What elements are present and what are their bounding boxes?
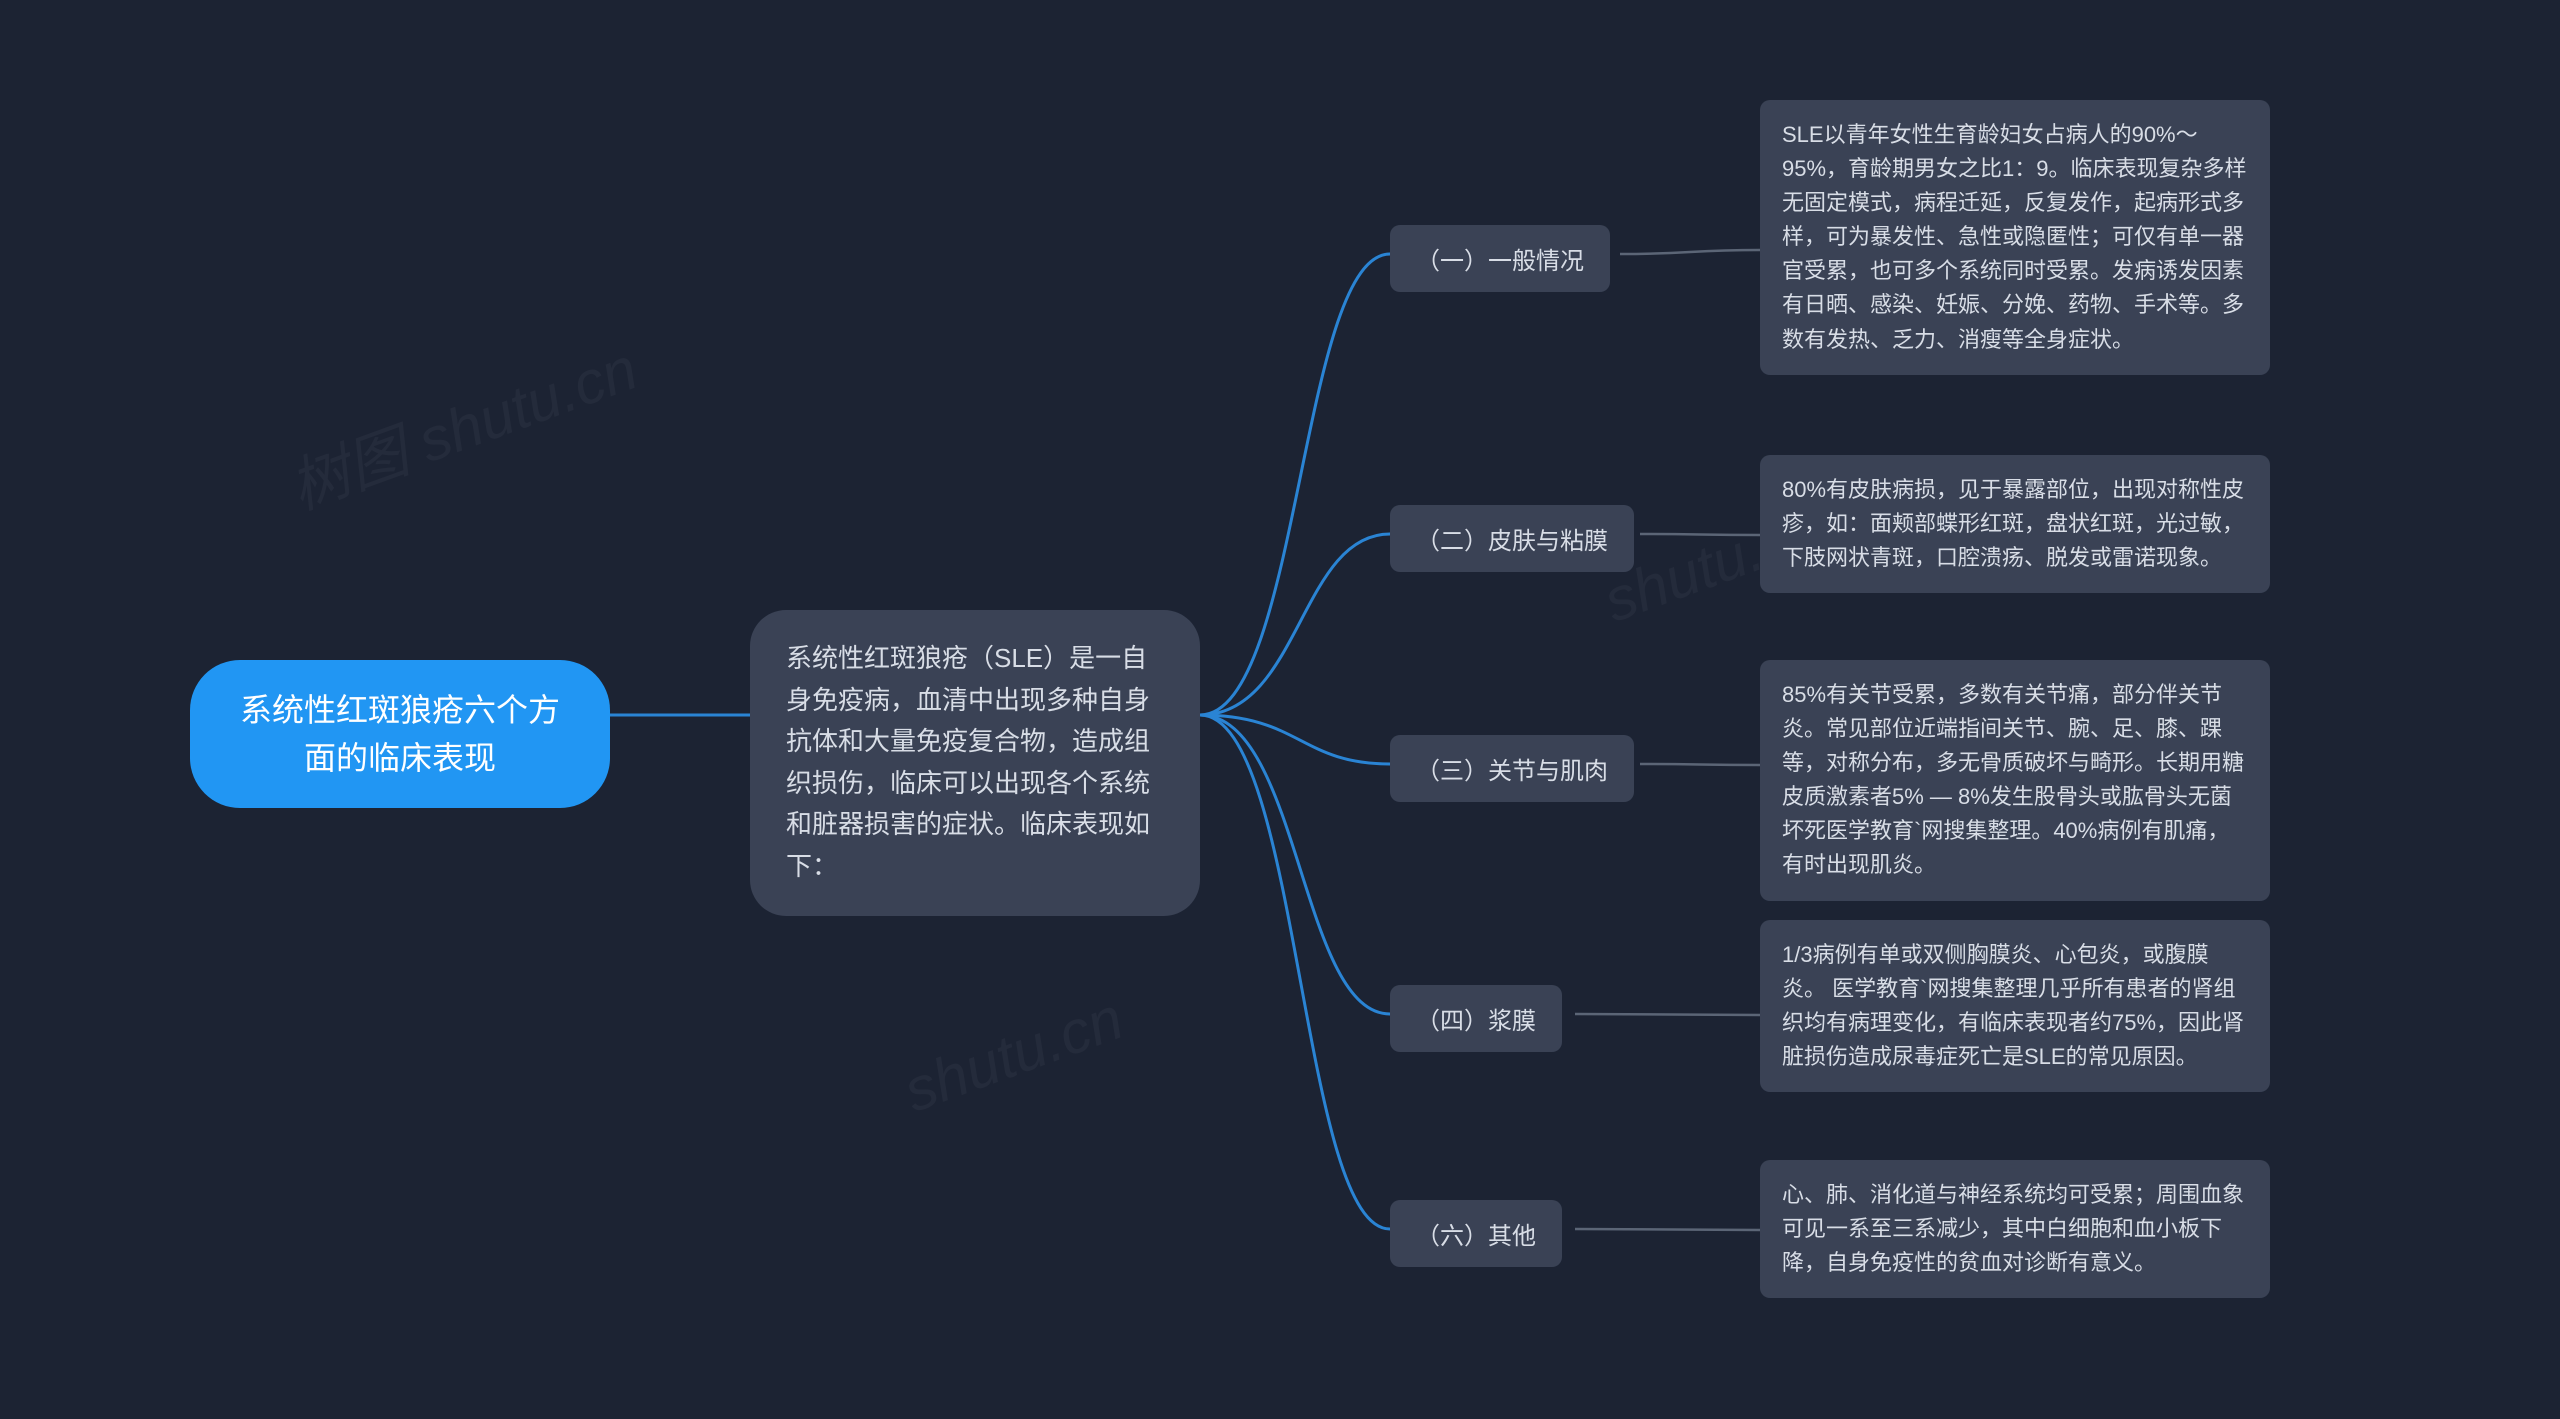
branch-label: （二）皮肤与粘膜 — [1416, 521, 1608, 556]
root-node[interactable]: 系统性红斑狼疮六个方面的临床表现 — [190, 660, 610, 808]
branch-node-5[interactable]: （六）其他 — [1390, 1200, 1562, 1267]
leaf-node-1[interactable]: SLE以青年女性生育龄妇女占病人的90%～95%，育龄期男女之比1：9。临床表现… — [1760, 100, 2270, 375]
leaf-node-2[interactable]: 80%有皮肤病损，见于暴露部位，出现对称性皮疹，如：面颊部蝶形红斑，盘状红斑，光… — [1760, 455, 2270, 593]
leaf-text: SLE以青年女性生育龄妇女占病人的90%～95%，育龄期男女之比1：9。临床表现… — [1782, 118, 2248, 357]
watermark: shutu.cn — [895, 983, 1132, 1125]
level2-label: 系统性红斑狼疮（SLE）是一自身免疫病，血清中出现多种自身抗体和大量免疫复合物，… — [786, 638, 1164, 888]
branch-node-3[interactable]: （三）关节与肌肉 — [1390, 735, 1634, 802]
branch-label: （一）一般情况 — [1416, 241, 1584, 276]
leaf-node-3[interactable]: 85%有关节受累，多数有关节痛，部分伴关节炎。常见部位近端指间关节、腕、足、膝、… — [1760, 660, 2270, 901]
level2-node[interactable]: 系统性红斑狼疮（SLE）是一自身免疫病，血清中出现多种自身抗体和大量免疫复合物，… — [750, 610, 1200, 916]
branch-node-2[interactable]: （二）皮肤与粘膜 — [1390, 505, 1634, 572]
leaf-text: 1/3病例有单或双侧胸膜炎、心包炎，或腹膜炎。 医学教育`网搜集整理几乎所有患者… — [1782, 938, 2248, 1074]
root-label: 系统性红斑狼疮六个方面的临床表现 — [234, 686, 566, 782]
leaf-node-5[interactable]: 心、肺、消化道与神经系统均可受累；周围血象可见一系至三系减少，其中白细胞和血小板… — [1760, 1160, 2270, 1298]
mindmap-canvas: 树图 shutu.cn shutu.cn shutu.cn 系统性红斑狼疮六个方… — [0, 0, 2560, 1419]
leaf-node-4[interactable]: 1/3病例有单或双侧胸膜炎、心包炎，或腹膜炎。 医学教育`网搜集整理几乎所有患者… — [1760, 920, 2270, 1092]
branch-node-1[interactable]: （一）一般情况 — [1390, 225, 1610, 292]
leaf-text: 85%有关节受累，多数有关节痛，部分伴关节炎。常见部位近端指间关节、腕、足、膝、… — [1782, 678, 2248, 883]
leaf-text: 心、肺、消化道与神经系统均可受累；周围血象可见一系至三系减少，其中白细胞和血小板… — [1782, 1178, 2248, 1280]
watermark: 树图 shutu.cn — [276, 320, 647, 526]
branch-label: （三）关节与肌肉 — [1416, 751, 1608, 786]
branch-label: （六）其他 — [1416, 1216, 1536, 1251]
branch-node-4[interactable]: （四）浆膜 — [1390, 985, 1562, 1052]
leaf-text: 80%有皮肤病损，见于暴露部位，出现对称性皮疹，如：面颊部蝶形红斑，盘状红斑，光… — [1782, 473, 2248, 575]
branch-label: （四）浆膜 — [1416, 1001, 1536, 1036]
